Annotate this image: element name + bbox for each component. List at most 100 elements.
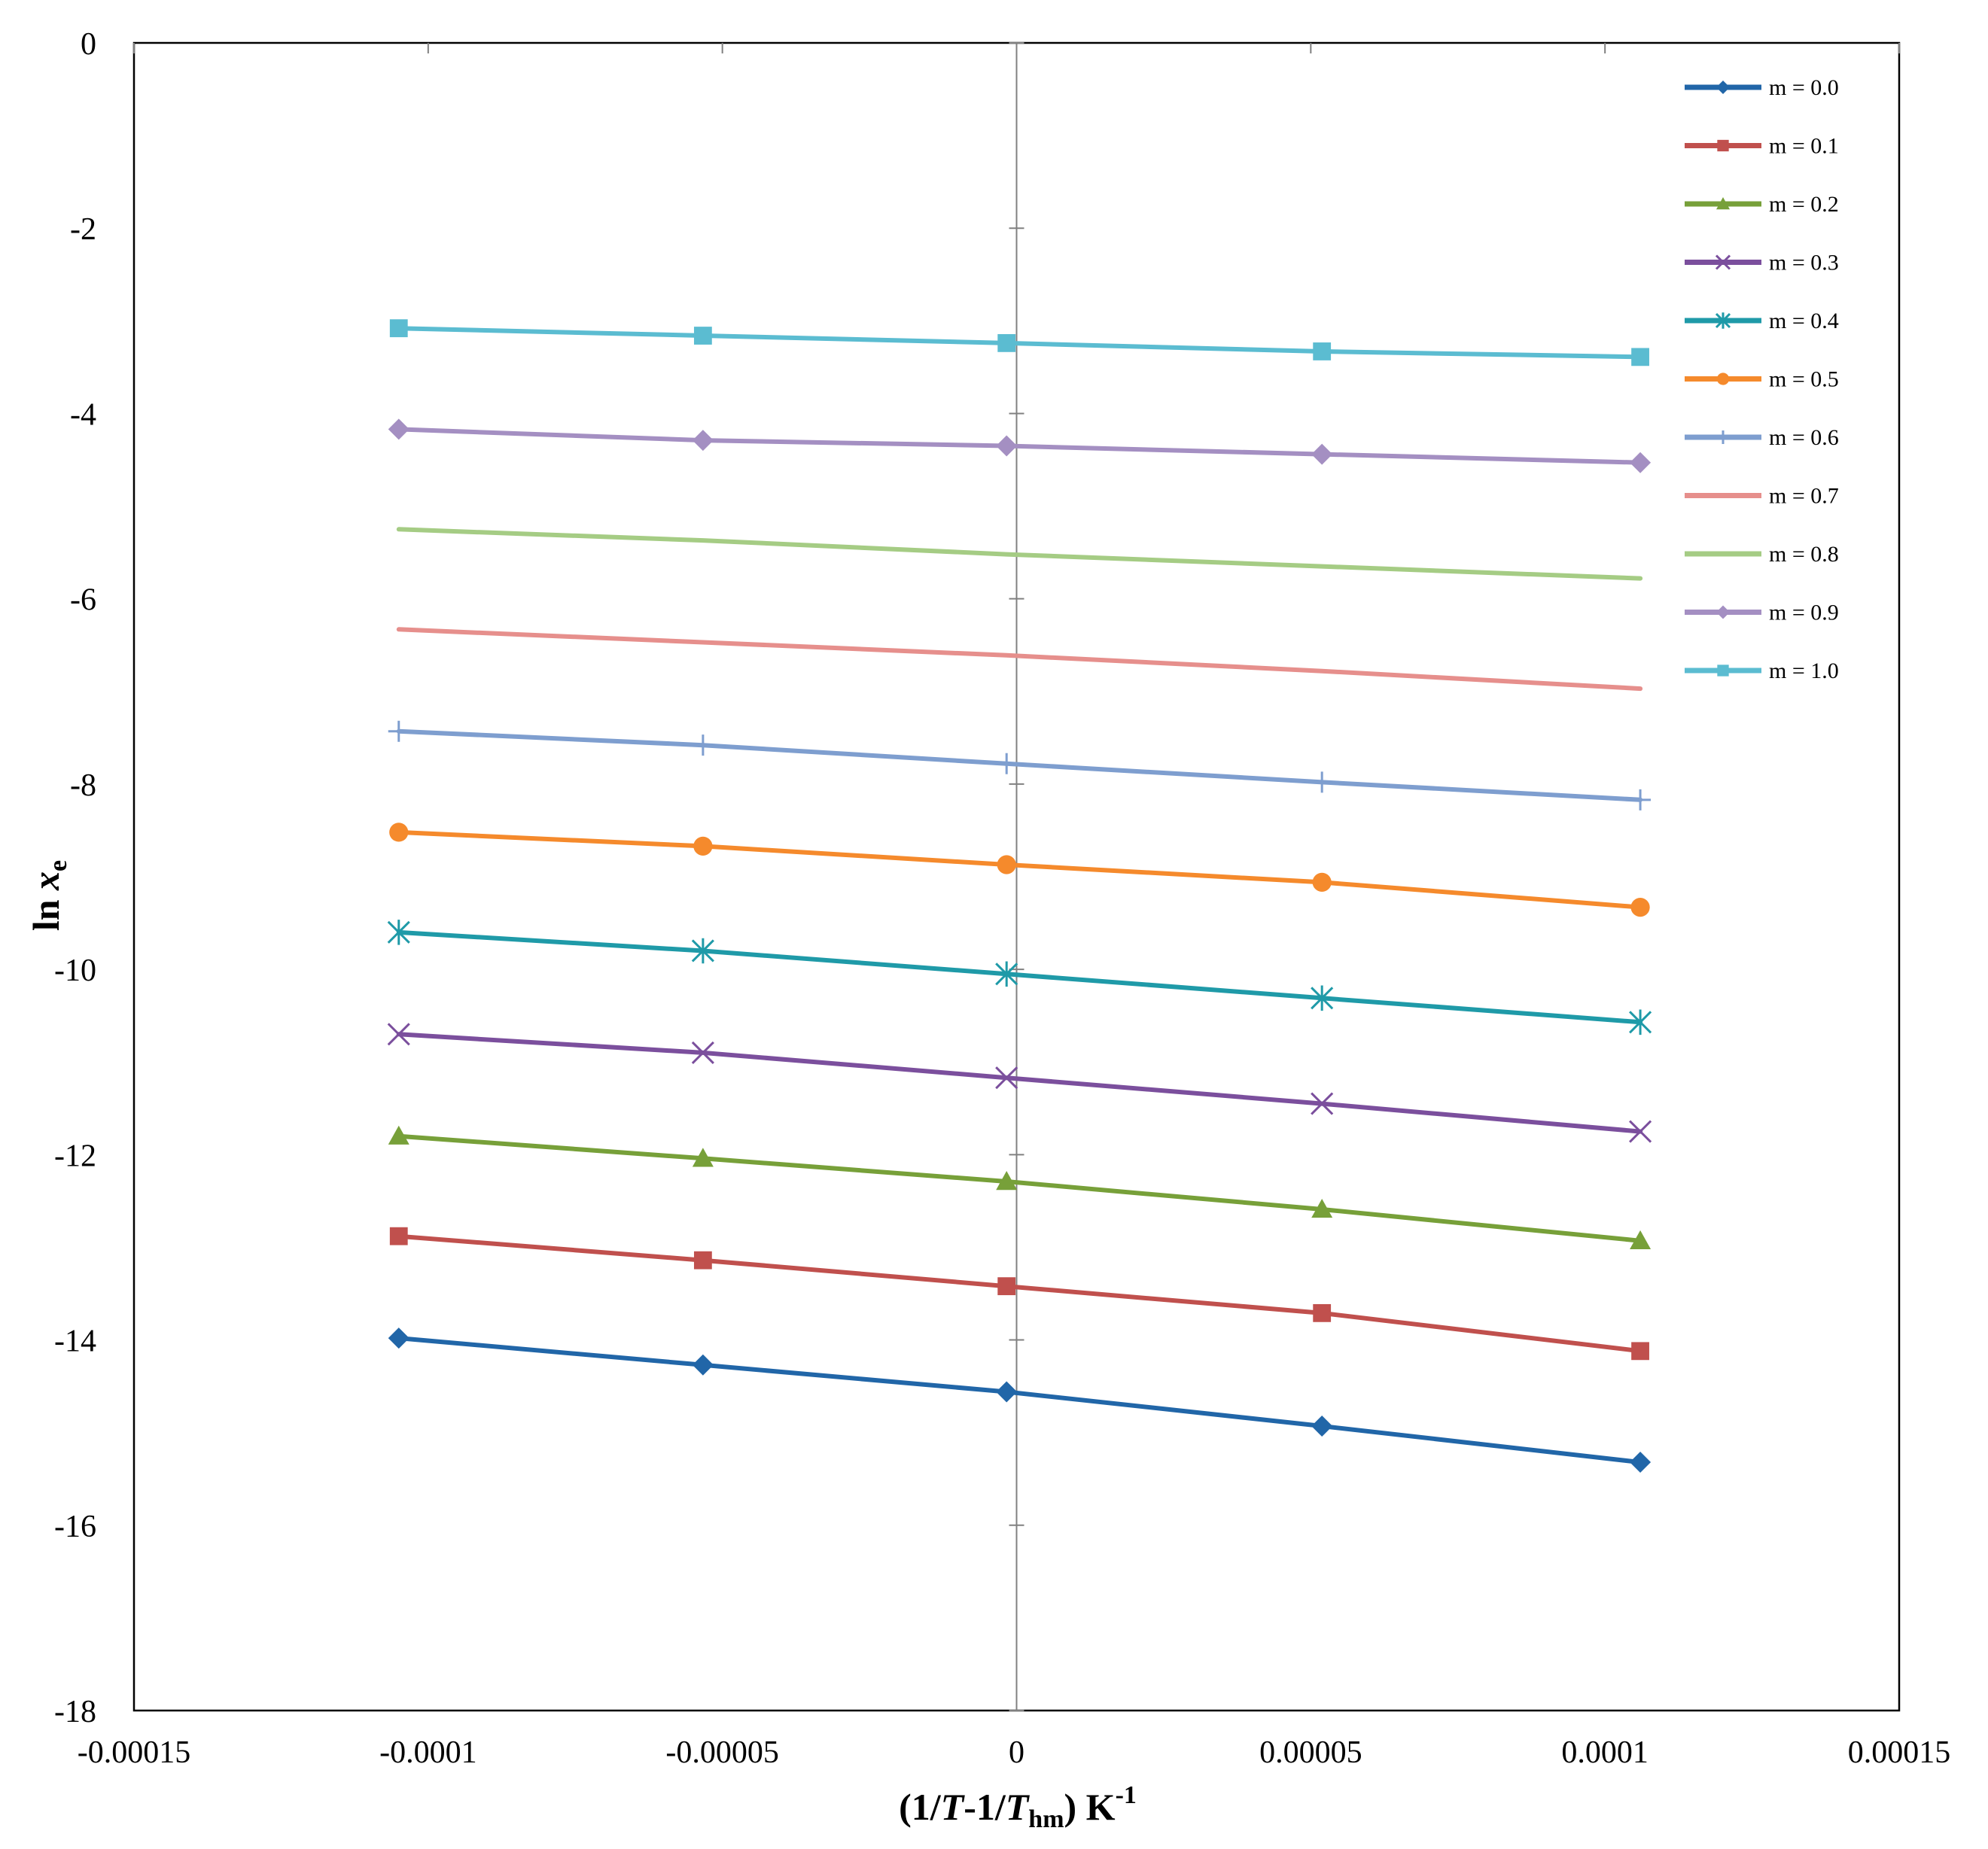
data-point — [1630, 1452, 1652, 1473]
data-point — [1311, 1092, 1334, 1115]
legend-marker — [1716, 430, 1730, 444]
x-axis-title-mid: -1/ — [964, 1786, 1006, 1828]
y-axis-title-var: x — [25, 871, 67, 891]
data-point — [691, 938, 714, 964]
data-point — [1311, 1416, 1333, 1437]
legend-label: m = 0.8 — [1769, 542, 1839, 567]
y-axis-title-sub: e — [44, 860, 72, 871]
x-axis-title-post: ) K — [1064, 1786, 1116, 1828]
data-point — [387, 920, 410, 945]
legend-marker — [1716, 197, 1730, 210]
data-point — [996, 1381, 1018, 1403]
x-axis-title-t1: T — [941, 1786, 966, 1828]
data-point — [691, 1041, 714, 1064]
legend-item: m = 0.0 — [1685, 75, 1839, 100]
legend-label: m = 0.0 — [1769, 75, 1839, 100]
x-axis-title-t2: T — [1006, 1786, 1031, 1828]
series-3 — [387, 1023, 1652, 1143]
data-point — [1630, 789, 1652, 810]
legend-marker — [1717, 664, 1729, 677]
x-axis-title: (1/T-1/Thm) K-1 — [899, 1781, 1137, 1833]
legend-label: m = 0.4 — [1769, 309, 1839, 333]
legend-marker — [1716, 373, 1730, 385]
y-tick-label: -16 — [54, 1510, 96, 1544]
x-tick-label: 0.00005 — [1259, 1735, 1362, 1770]
series-10 — [389, 319, 1649, 366]
series-group — [387, 319, 1652, 1473]
data-point — [693, 1251, 712, 1270]
x-tick-label: -0.0001 — [379, 1735, 477, 1770]
legend-label: m = 0.5 — [1769, 367, 1839, 392]
legend-label: m = 1.0 — [1769, 658, 1839, 683]
data-point — [1311, 771, 1333, 793]
data-point — [996, 753, 1018, 774]
series-9 — [388, 418, 1652, 473]
series-2 — [388, 1125, 1652, 1250]
data-point — [995, 961, 1018, 987]
legend-label: m = 0.6 — [1769, 425, 1839, 450]
y-tick-label: 0 — [81, 27, 96, 62]
legend-item: m = 0.7 — [1685, 484, 1839, 509]
data-point — [1630, 898, 1650, 917]
axes: 0 -2 -4 -6 -8 -10 -12 -14 -16 -18 -0.00015 -0.0001 -… — [54, 27, 1950, 1770]
data-point — [692, 734, 714, 756]
legend-item: m = 0.1 — [1685, 134, 1839, 159]
data-point — [1630, 452, 1652, 473]
y-tick-label: -10 — [54, 953, 96, 988]
legend-label: m = 0.3 — [1769, 251, 1839, 275]
series-8 — [396, 527, 1643, 581]
series-line — [396, 627, 1643, 692]
data-point — [1631, 348, 1649, 366]
series-0 — [388, 1327, 1652, 1473]
x-axis-title-pre: (1/ — [899, 1786, 942, 1828]
data-point — [388, 418, 409, 440]
data-point — [1311, 1198, 1333, 1218]
data-point — [1311, 985, 1334, 1011]
data-point — [997, 1277, 1016, 1296]
x-axis-title-sub: hm — [1028, 1805, 1064, 1833]
data-point — [692, 430, 714, 452]
x-axis-title-sup: -1 — [1116, 1781, 1137, 1809]
data-point — [693, 327, 712, 345]
y-axis-title-pre: ln — [25, 890, 67, 931]
legend-item: m = 0.5 — [1685, 367, 1839, 392]
legend-item: m = 0.8 — [1685, 542, 1839, 567]
data-point — [1313, 342, 1332, 360]
legend-item: m = 0.3 — [1685, 251, 1839, 275]
y-tick-label: -2 — [70, 212, 96, 247]
legend-label: m = 0.7 — [1769, 484, 1839, 509]
data-point — [1312, 872, 1332, 892]
data-point — [389, 319, 408, 338]
data-point — [1629, 1120, 1652, 1143]
data-point — [1311, 443, 1333, 465]
legend-item: m = 1.0 — [1685, 658, 1839, 683]
series-7 — [396, 627, 1643, 692]
data-point — [387, 1023, 410, 1046]
legend-marker — [1716, 81, 1730, 94]
x-tick-label: -0.00015 — [78, 1735, 191, 1770]
data-point — [996, 435, 1018, 457]
series-1 — [389, 1227, 1649, 1361]
legend-item: m = 0.2 — [1685, 192, 1839, 217]
y-axis-title: ln xe — [25, 860, 72, 931]
data-point — [389, 1227, 408, 1245]
legend-item: m = 0.6 — [1685, 425, 1839, 450]
data-point — [388, 1327, 409, 1349]
data-point — [388, 720, 409, 742]
y-tick-label: -4 — [70, 397, 96, 432]
series-4 — [387, 920, 1652, 1036]
series-line — [396, 527, 1643, 581]
data-point — [388, 1125, 409, 1145]
y-tick-label: -6 — [70, 583, 96, 618]
data-point — [1631, 1342, 1649, 1361]
legend-marker — [1717, 139, 1729, 152]
legend-marker — [1715, 254, 1731, 270]
legend-marker — [1715, 312, 1731, 329]
x-tick-label: 0.00015 — [1848, 1735, 1951, 1770]
x-tick-label: 0 — [1009, 1735, 1024, 1770]
y-tick-label: -18 — [54, 1695, 96, 1729]
x-tick-label: 0.0001 — [1561, 1735, 1649, 1770]
y-tick-label: -14 — [54, 1324, 96, 1359]
series-6 — [388, 720, 1652, 810]
data-point — [692, 1148, 714, 1167]
